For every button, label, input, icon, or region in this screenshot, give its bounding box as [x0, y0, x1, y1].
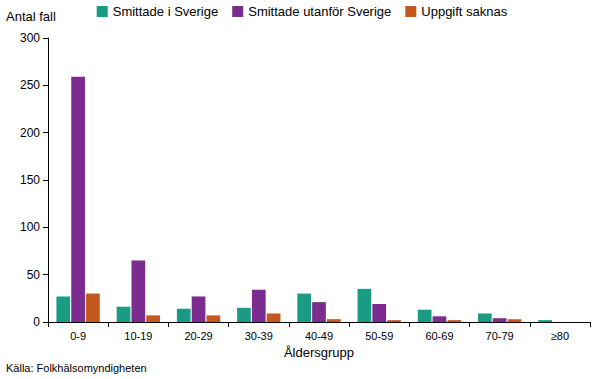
- svg-text:60-69: 60-69: [425, 330, 453, 342]
- svg-text:200: 200: [20, 126, 40, 140]
- svg-text:30-39: 30-39: [245, 330, 273, 342]
- svg-text:100: 100: [20, 220, 40, 234]
- svg-text:300: 300: [20, 31, 40, 45]
- svg-text:150: 150: [20, 173, 40, 187]
- svg-text:70-79: 70-79: [486, 330, 514, 342]
- svg-text:Antal fall: Antal fall: [6, 9, 56, 24]
- svg-text:20-29: 20-29: [184, 330, 212, 342]
- svg-text:0-9: 0-9: [70, 330, 86, 342]
- svg-text:≥80: ≥80: [551, 330, 569, 342]
- svg-text:Källa: Folkhälsomyndigheten: Källa: Folkhälsomyndigheten: [6, 362, 147, 374]
- svg-text:Smittade i Sverige: Smittade i Sverige: [113, 4, 219, 19]
- svg-text:10-19: 10-19: [124, 330, 152, 342]
- svg-text:50: 50: [27, 268, 41, 282]
- svg-text:Smittade utanför Sverige: Smittade utanför Sverige: [248, 4, 391, 19]
- svg-text:Uppgift saknas: Uppgift saknas: [421, 4, 507, 19]
- svg-text:Åldersgrupp: Åldersgrupp: [284, 345, 354, 360]
- svg-text:250: 250: [20, 78, 40, 92]
- svg-text:40-49: 40-49: [305, 330, 333, 342]
- svg-text:0: 0: [33, 315, 40, 329]
- svg-text:50-59: 50-59: [365, 330, 393, 342]
